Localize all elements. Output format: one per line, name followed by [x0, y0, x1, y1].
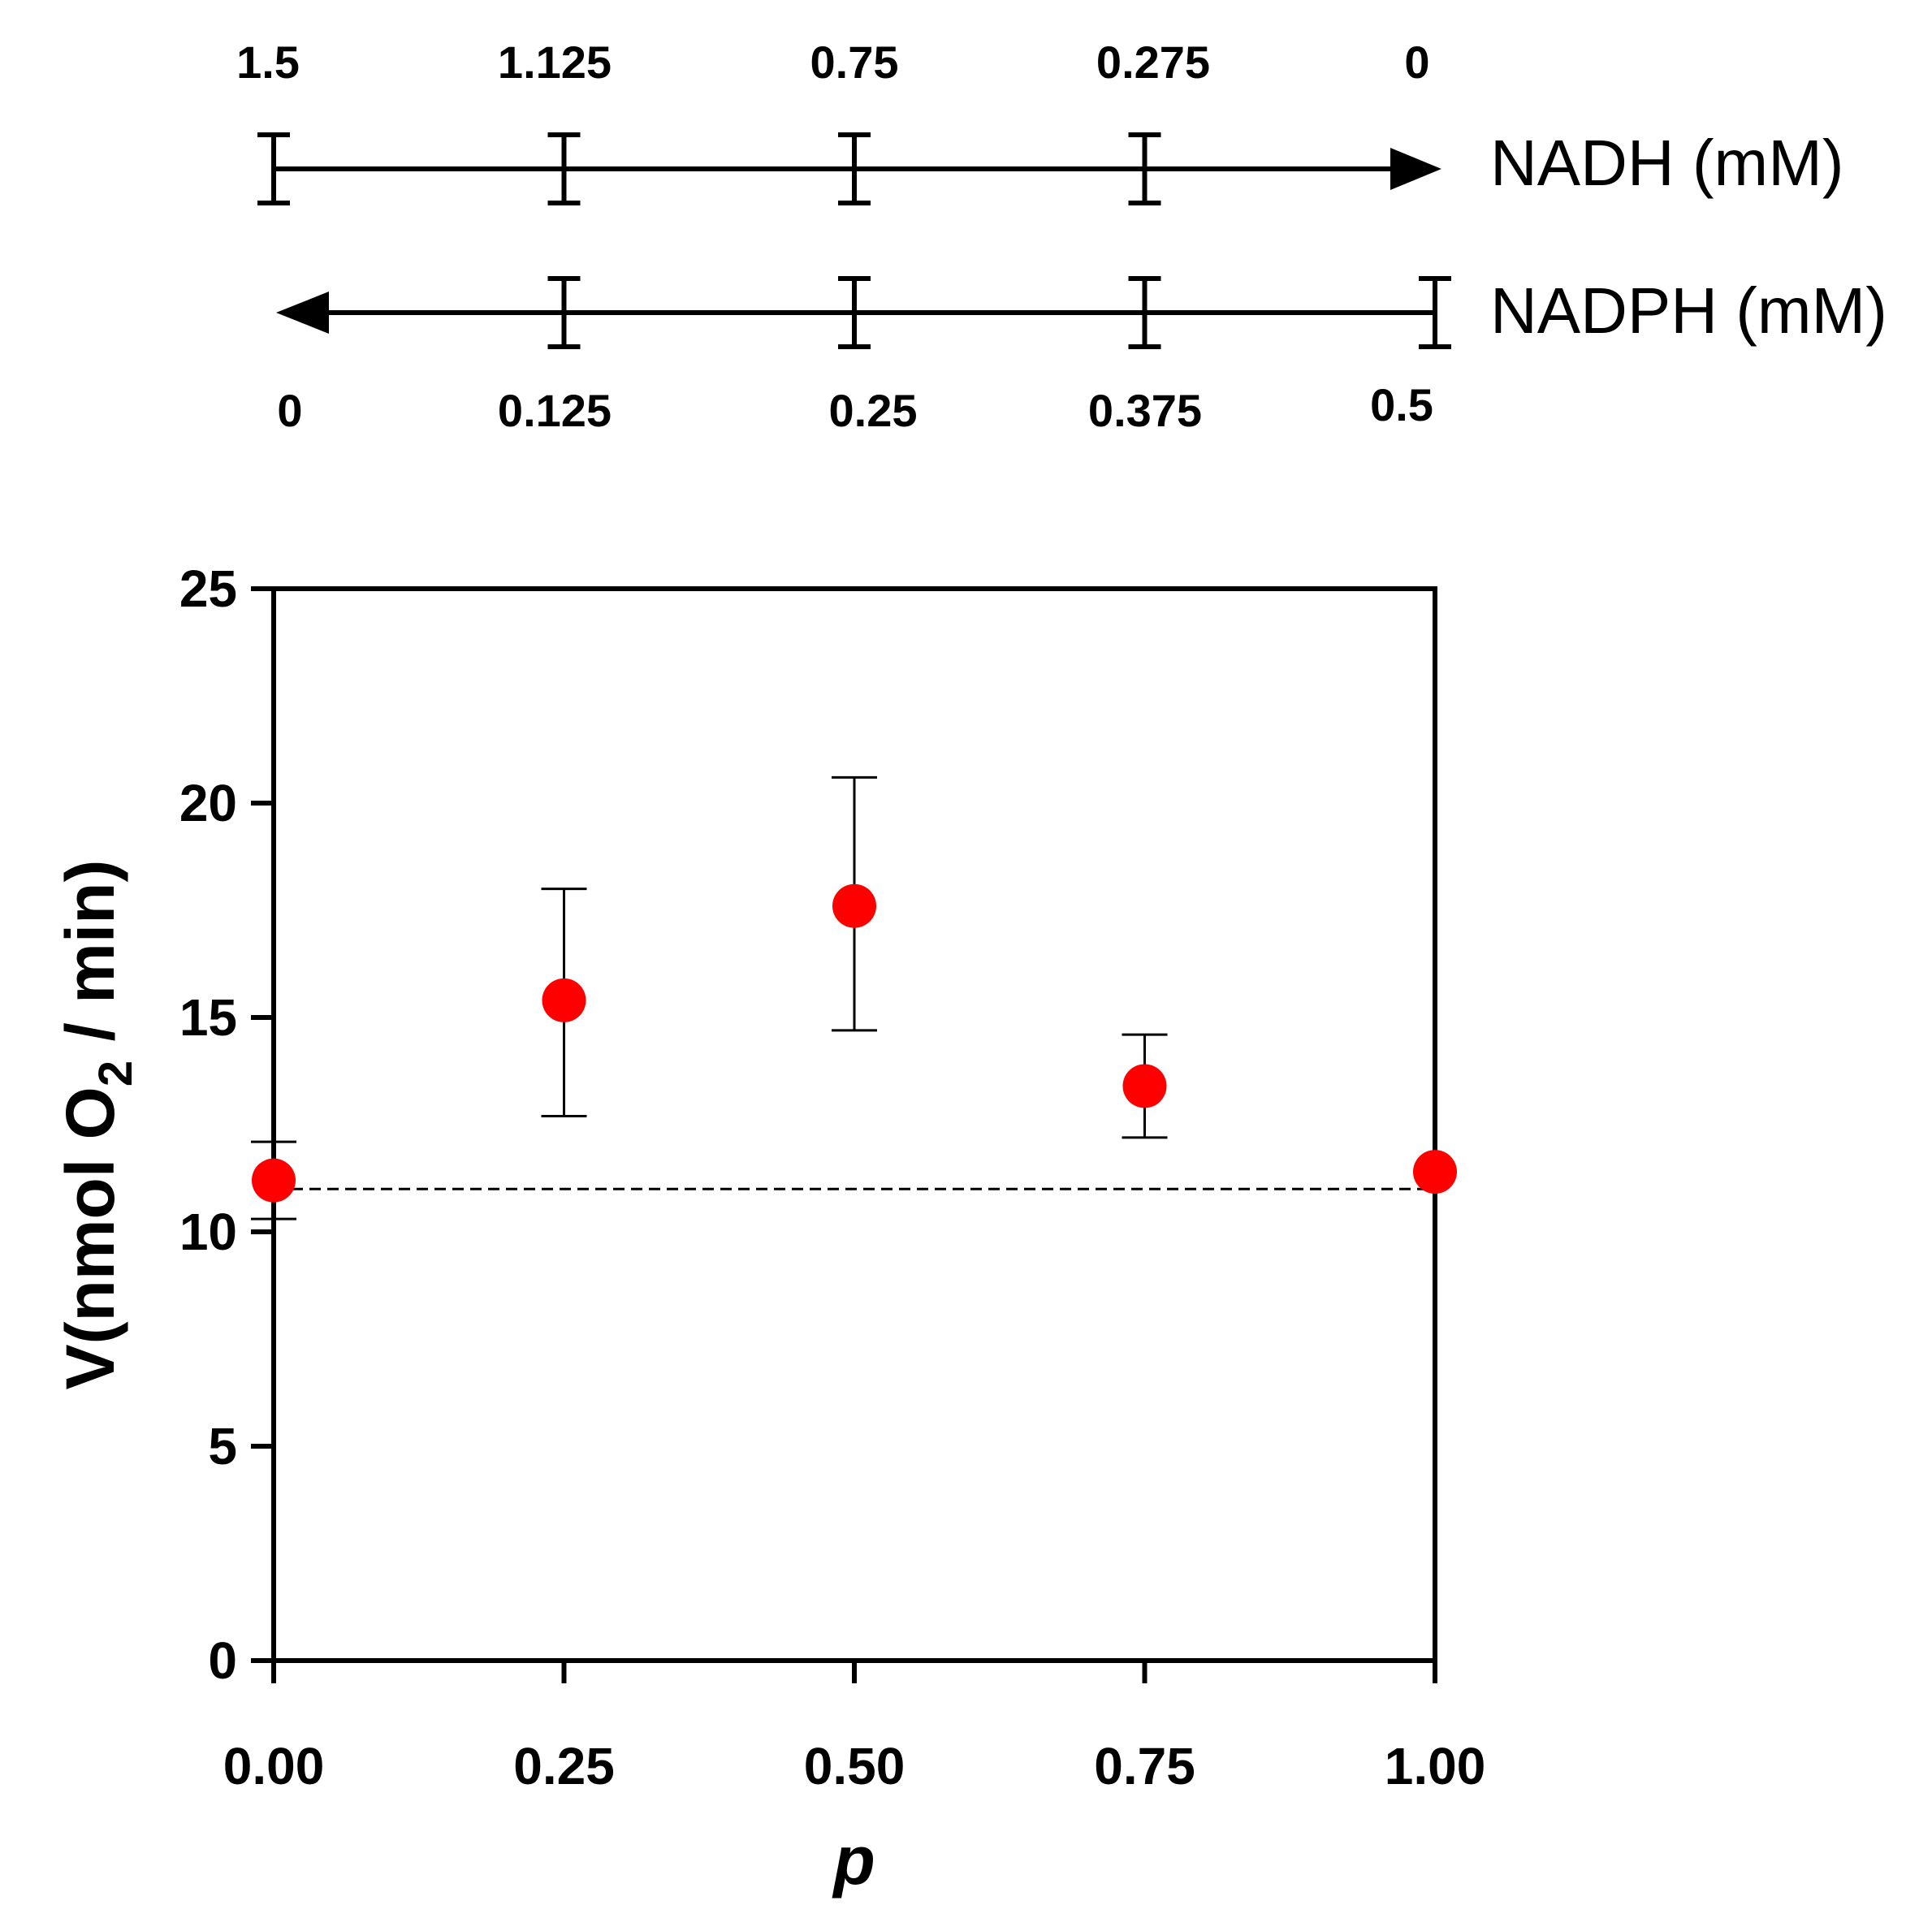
nadh-scale: 1.5 1.125 0.75 0.275 0 NADH (mM)	[236, 37, 1843, 205]
nadh-tick-label: 1.5	[236, 37, 300, 88]
nadph-tick-label: 0.5	[1370, 379, 1433, 430]
nadph-scale-title: NADPH (mM)	[1490, 274, 1887, 347]
y-axis-label-main: V(nmol O	[52, 1086, 128, 1389]
y-axis-label-subscript: 2	[89, 1061, 142, 1086]
y-tick-label: 0	[208, 1631, 237, 1690]
data-point	[542, 978, 586, 1022]
x-tick-label: 0.75	[1094, 1737, 1195, 1795]
nadh-tick-label: 1.125	[498, 37, 612, 88]
nadph-tick-label: 0.125	[498, 385, 612, 436]
x-tick-label: 0.25	[513, 1737, 615, 1795]
nadh-tick-label: 0.275	[1096, 37, 1210, 88]
y-tick-label: 20	[179, 774, 237, 832]
x-tick-label: 0.00	[223, 1737, 325, 1795]
y-axis-label: V(nmol O2 / min)	[52, 860, 142, 1390]
nadph-tick-label: 0.25	[829, 385, 918, 436]
concentration-scales: 1.5 1.125 0.75 0.275 0 NADH (mM) 0 0.125…	[236, 37, 1887, 436]
data-point	[252, 1158, 296, 1203]
scatter-chart: 0 5 10 15 20 25 0.00 0.25 0.50 0.75 1.00 p V(nmol…	[52, 559, 1485, 1899]
y-tick-label: 5	[208, 1417, 237, 1475]
nadph-arrowhead-icon	[276, 292, 329, 334]
y-axis-label-suffix: / min)	[52, 860, 128, 1061]
nadh-tick-label: 0.75	[810, 37, 899, 88]
data-point	[1413, 1150, 1457, 1194]
nadh-arrowhead-icon	[1390, 148, 1441, 190]
x-tick-label: 1.00	[1385, 1737, 1486, 1795]
data-point	[832, 883, 876, 928]
plot-frame	[271, 586, 1437, 1663]
y-tick-label: 15	[179, 988, 237, 1047]
nadh-tick-label: 0	[1404, 37, 1429, 88]
nadph-tick-label: 0.375	[1088, 385, 1202, 436]
x-axis-label: p	[832, 1822, 875, 1899]
nadh-scale-title: NADH (mM)	[1490, 127, 1843, 199]
y-tick-label: 25	[179, 559, 237, 618]
nadph-scale: 0 0.125 0.25 0.375 0.5 NADPH (mM)	[276, 274, 1887, 436]
data-point	[1122, 1064, 1167, 1108]
nadph-tick-label: 0	[277, 385, 302, 436]
x-tick-label: 0.50	[804, 1737, 905, 1795]
y-tick-label: 10	[179, 1203, 237, 1261]
